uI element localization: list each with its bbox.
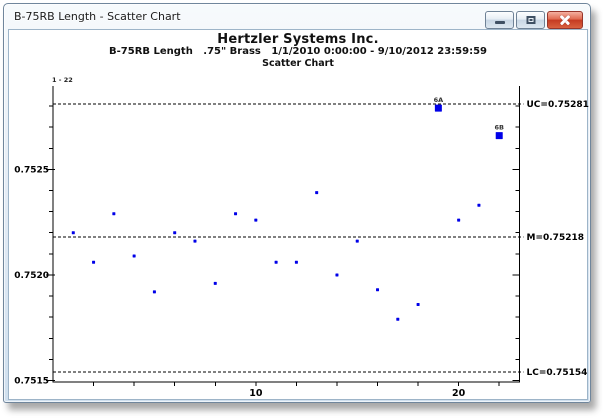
control-line-label-m: M=0.75218 [527, 233, 585, 243]
data-point[interactable] [213, 281, 217, 285]
restore-button[interactable] [516, 11, 545, 29]
data-point[interactable] [495, 132, 503, 140]
data-point[interactable] [112, 212, 116, 216]
subgroup-range-label: 1 - 22 [52, 76, 73, 84]
minimize-button[interactable] [485, 11, 514, 29]
y-axis-tick-label: 0.7520 [14, 271, 49, 281]
control-line-label-lc: LC=0.75154 [527, 368, 588, 378]
flag-label: 6B [494, 124, 504, 132]
window-titlebar[interactable]: B-75RB Length - Scatter Chart [4, 4, 590, 29]
window-title: B-75RB Length - Scatter Chart [14, 10, 181, 23]
minimize-icon [494, 21, 505, 24]
data-point[interactable] [193, 239, 197, 243]
data-point[interactable] [92, 260, 96, 264]
scatter-chart: 0.7515 0.7520 0.7525 10 20 UC=0.75281 M=0.7521… [14, 76, 589, 399]
window-controls [485, 11, 583, 29]
chart-info-line: B-75RB Length .75" Brass 1/1/2010 0:00:0… [109, 46, 487, 57]
flag-label: 6A [434, 96, 444, 104]
data-point[interactable] [173, 231, 177, 235]
data-point[interactable] [71, 231, 75, 235]
data-point[interactable] [315, 191, 319, 195]
data-point[interactable] [355, 239, 359, 243]
data-point[interactable] [477, 203, 481, 207]
data-point[interactable] [234, 212, 238, 216]
data-point[interactable] [254, 218, 258, 222]
chart-client-area: Hertzler Systems Inc. B-75RB Length .75"… [8, 29, 589, 400]
data-point[interactable] [335, 273, 339, 277]
x-axis-tick-label: 20 [452, 388, 466, 399]
data-point[interactable] [132, 254, 136, 258]
data-point[interactable] [294, 260, 298, 264]
chart-company-title: Hertzler Systems Inc. [217, 32, 379, 47]
chart-type-label: Scatter Chart [262, 58, 334, 69]
restore-icon [526, 16, 535, 24]
y-axis-tick-label: 0.7515 [14, 377, 49, 387]
y-axis-tick-label: 0.7525 [14, 165, 49, 175]
axis-frame [52, 86, 520, 383]
control-line-label-uc: UC=0.75281 [527, 100, 589, 110]
data-point[interactable] [416, 303, 420, 307]
x-axis-tick-label: 10 [249, 388, 263, 399]
data-point[interactable] [152, 290, 156, 294]
close-button[interactable] [547, 11, 583, 29]
data-point[interactable] [434, 104, 442, 112]
data-point[interactable] [396, 317, 400, 321]
data-point[interactable] [457, 218, 461, 222]
data-point[interactable] [274, 260, 278, 264]
data-point[interactable] [376, 288, 380, 292]
app-window: B-75RB Length - Scatter Chart Hertzler S… [3, 3, 591, 403]
